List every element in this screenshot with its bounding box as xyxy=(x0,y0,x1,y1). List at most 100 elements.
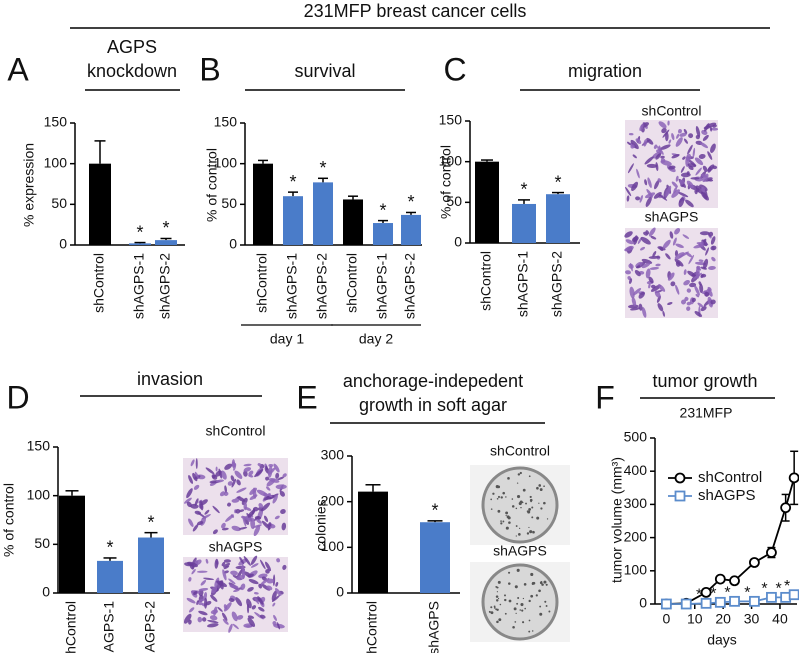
cell xyxy=(266,585,273,591)
colony xyxy=(505,511,509,515)
cell xyxy=(268,522,272,527)
cell xyxy=(660,155,665,159)
bar xyxy=(546,194,570,243)
y-tick-label: 100 xyxy=(321,538,345,554)
cell xyxy=(221,527,229,531)
x-tick-label: 30 xyxy=(744,611,760,627)
bar xyxy=(97,560,123,593)
cell xyxy=(640,246,646,251)
cell xyxy=(231,498,240,503)
cell xyxy=(662,239,671,249)
bar xyxy=(420,522,450,593)
cell xyxy=(649,266,660,270)
cell xyxy=(628,278,633,284)
cell xyxy=(194,471,199,479)
bar xyxy=(59,495,85,593)
colony xyxy=(539,488,543,491)
colony xyxy=(500,496,503,499)
cell xyxy=(708,265,716,270)
cell xyxy=(695,188,700,193)
cell xyxy=(626,195,630,202)
cell xyxy=(705,247,710,256)
image-label: shAGPS xyxy=(209,539,263,555)
cell xyxy=(691,297,696,303)
cell xyxy=(652,251,657,257)
colony xyxy=(525,502,527,505)
cell xyxy=(683,269,687,275)
colony xyxy=(505,496,507,498)
cell xyxy=(675,243,684,249)
cell xyxy=(280,509,286,515)
colony xyxy=(517,473,521,476)
y-axis-label: tumor volume (mm³) xyxy=(609,457,625,583)
significance: * xyxy=(696,587,702,604)
cell xyxy=(183,613,192,624)
cell xyxy=(276,558,281,563)
y-tick-label: 0 xyxy=(336,584,344,600)
cell xyxy=(635,265,641,269)
x-tick-label: shControl xyxy=(344,253,360,313)
cell xyxy=(236,479,241,486)
colony xyxy=(515,525,518,527)
cell xyxy=(190,503,199,509)
cell xyxy=(243,463,252,467)
cell xyxy=(667,272,675,281)
cell xyxy=(700,240,704,248)
colony xyxy=(495,485,499,489)
cell xyxy=(273,614,277,621)
marker xyxy=(749,595,760,607)
cell xyxy=(229,584,239,589)
cell xyxy=(249,494,258,500)
cell xyxy=(254,592,259,595)
colony xyxy=(524,607,526,610)
cell xyxy=(248,470,254,476)
colony xyxy=(512,625,515,629)
cell xyxy=(265,486,271,491)
cell xyxy=(254,515,262,520)
bar xyxy=(89,163,111,245)
cell xyxy=(695,293,700,298)
cell xyxy=(667,302,673,306)
colony xyxy=(496,591,499,593)
bar xyxy=(373,223,393,245)
cell xyxy=(703,258,709,269)
cell xyxy=(638,303,643,311)
colony xyxy=(508,599,512,603)
cell xyxy=(700,306,707,312)
colony xyxy=(543,501,546,505)
cell xyxy=(657,178,662,183)
marker xyxy=(700,597,712,609)
cell xyxy=(237,496,246,502)
cell xyxy=(671,181,678,188)
significance: * xyxy=(407,192,414,212)
cell xyxy=(653,180,660,190)
cell xyxy=(258,606,265,612)
cell xyxy=(193,591,198,595)
colony xyxy=(496,599,499,602)
cell xyxy=(701,186,706,193)
cell xyxy=(665,185,672,197)
cell xyxy=(682,156,686,160)
cell xyxy=(692,147,696,158)
cell xyxy=(674,252,685,260)
cell xyxy=(190,459,195,467)
colony xyxy=(498,618,502,622)
image-label: shAGPS xyxy=(493,543,547,559)
cell xyxy=(207,623,219,628)
cell xyxy=(250,517,256,530)
cell xyxy=(251,605,257,610)
cell xyxy=(648,283,651,289)
colony xyxy=(528,508,531,511)
cell xyxy=(710,299,716,305)
cell xyxy=(235,597,243,607)
y-tick-label: 0 xyxy=(42,584,50,600)
cell xyxy=(710,245,717,251)
cell xyxy=(707,179,714,182)
cell xyxy=(223,559,231,563)
cell xyxy=(702,134,709,141)
bar xyxy=(283,196,303,245)
significance: * xyxy=(554,172,561,192)
colony xyxy=(490,508,493,510)
colony xyxy=(535,594,538,597)
x-tick-label: shAGPS-1 xyxy=(374,253,390,319)
